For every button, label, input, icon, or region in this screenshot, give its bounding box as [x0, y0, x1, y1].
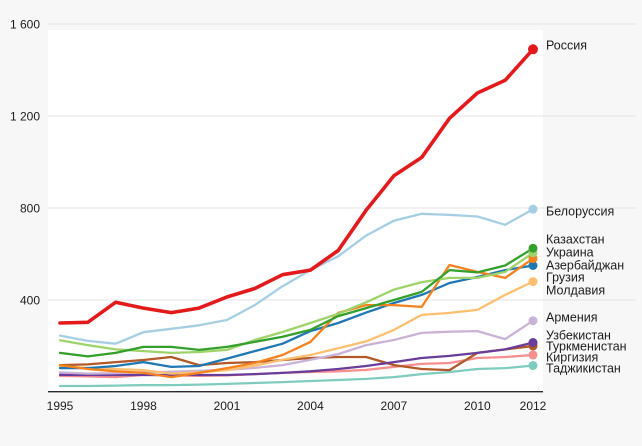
series-label-Армения: Армения: [546, 311, 598, 325]
series-line-Туркменистан[interactable]: [58, 344, 535, 372]
endpoint-dot-Молдавия[interactable]: [528, 277, 538, 287]
endpoint-dot-Армения[interactable]: [528, 316, 538, 326]
y-tick-label-800: 800: [20, 202, 40, 216]
x-tick-label-2012: 2012: [520, 399, 547, 413]
series-label-Узбекистан: Узбекистан: [546, 329, 611, 343]
series-line-Узбекистан[interactable]: [58, 341, 535, 377]
y-tick-label-400: 400: [20, 294, 40, 308]
series-label-Азербайджан: Азербайджан: [546, 259, 624, 273]
series-line-Молдавия[interactable]: [58, 280, 535, 375]
endpoint-dot-Россия[interactable]: [528, 44, 538, 55]
series-label-Украина: Украина: [546, 246, 594, 260]
x-tick-label-2010: 2010: [464, 399, 491, 413]
series-label-Таджикистан: Таджикистан: [546, 362, 621, 376]
endpoint-dot-Таджикистан[interactable]: [528, 361, 538, 371]
endpoint-dot-Казахстан[interactable]: [528, 243, 538, 253]
series-label-Грузия: Грузия: [546, 271, 585, 285]
x-tick-label-2004: 2004: [297, 399, 324, 413]
endpoint-dot-Узбекистан[interactable]: [528, 338, 538, 348]
series-line-Белоруссия[interactable]: [58, 208, 535, 345]
series-line-Казахстан[interactable]: [58, 247, 535, 358]
series-label-Казахстан: Казахстан: [546, 233, 605, 247]
series-line-Украина[interactable]: [58, 251, 535, 355]
x-tick-label-2007: 2007: [381, 399, 408, 413]
x-tick-label-2001: 2001: [214, 399, 241, 413]
series-line-Таджикистан[interactable]: [58, 364, 535, 388]
y-tick-label-1600: 1 600: [10, 18, 40, 32]
x-tick-label-1995: 1995: [47, 399, 74, 413]
series-label-Киргизия: Киргизия: [546, 351, 598, 365]
series-line-Россия[interactable]: [58, 47, 535, 325]
endpoint-dot-Киргизия[interactable]: [528, 350, 538, 360]
series-label-Молдавия: Молдавия: [546, 284, 605, 298]
series-line-Грузия[interactable]: [58, 264, 535, 370]
y-tick-label-1200: 1 200: [10, 110, 40, 124]
series-label-Туркменистан: Туркменистан: [546, 340, 627, 354]
series-label-Россия: Россия: [546, 39, 587, 53]
x-tick-label-1998: 1998: [130, 399, 157, 413]
endpoint-dot-Белоруссия[interactable]: [528, 204, 538, 214]
series-label-Белоруссия: Белоруссия: [546, 205, 614, 219]
series-line-Азербайджан[interactable]: [58, 257, 535, 379]
endpoint-dot-Грузия[interactable]: [528, 261, 538, 270]
